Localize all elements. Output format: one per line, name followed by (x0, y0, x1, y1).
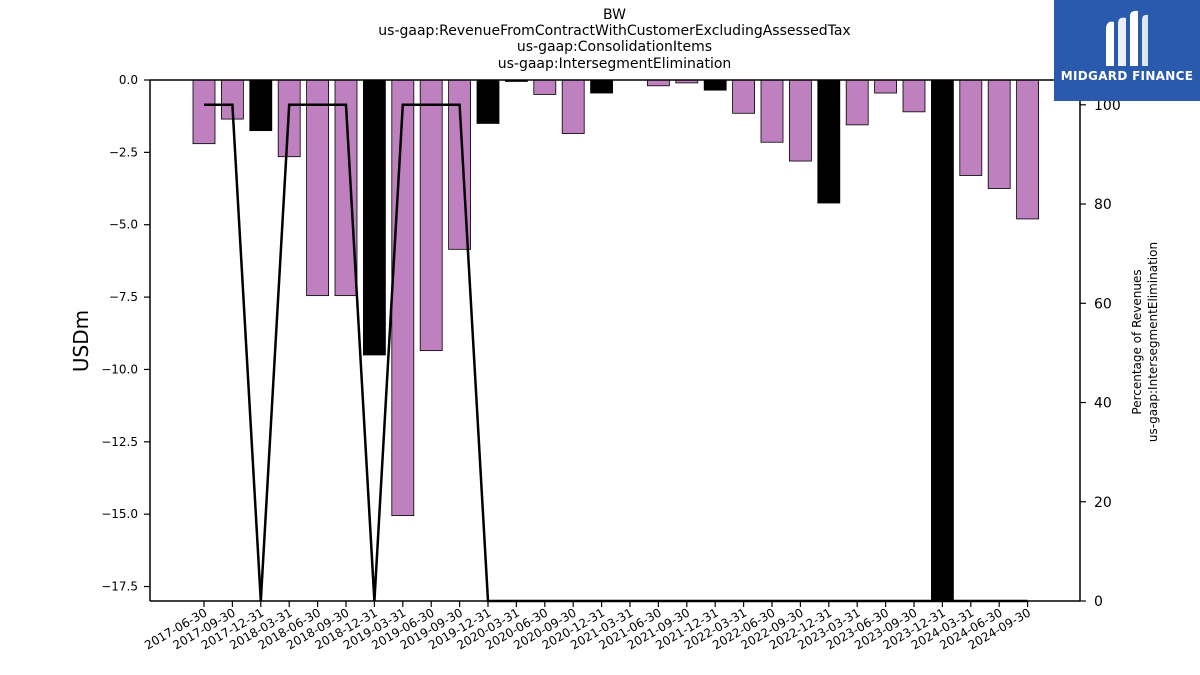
y2-tick-label: 0 (1094, 594, 1103, 610)
bar-2023-03-31 (845, 79, 869, 126)
bar-2017-06-30 (192, 79, 216, 145)
bar-2020-12-31 (590, 79, 613, 94)
title-ticker: BW (603, 7, 626, 23)
bar-2021-12-31 (703, 79, 727, 91)
bar-2019-12-31 (476, 79, 500, 124)
bar-2022-12-31 (817, 79, 841, 204)
bar-2019-03-31 (391, 79, 415, 517)
y-tick-label: 0.0 (119, 73, 138, 87)
y2-tick-label: 100 (1094, 98, 1121, 114)
y2-tick-label: 40 (1094, 396, 1112, 412)
y2-tick-label: 80 (1094, 197, 1112, 213)
bar-2024-06-30 (987, 79, 1011, 189)
midgard-finance-logo: MIDGARD FINANCE (1054, 0, 1200, 101)
bar-2023-12-31 (931, 79, 954, 602)
bar-2023-09-30 (902, 79, 926, 113)
bar-2020-06-30 (533, 79, 557, 95)
bar-2018-06-30 (306, 79, 330, 297)
y-tick-label: −7.5 (109, 290, 138, 304)
y2-axis-label-line1: Percentage of Revenues (1130, 269, 1144, 414)
bar-2021-06-30 (647, 79, 670, 87)
y-tick-label: −15.0 (101, 507, 138, 521)
bar-2024-09-30 (1016, 79, 1039, 220)
y2-tick-label: 20 (1094, 495, 1112, 511)
logo-text: MIDGARD FINANCE (1060, 69, 1194, 83)
y-axis-label: USDm (69, 310, 93, 372)
bar-2023-06-30 (874, 79, 897, 94)
y-tick-label: −10.0 (101, 362, 138, 376)
midgard-logo-icon (1106, 10, 1148, 67)
bar-2020-09-30 (561, 79, 585, 134)
y2-axis-label-line2: us-gaap:IntersegmentElimination (1146, 242, 1160, 442)
title-concept: us-gaap:RevenueFromContractWithCustomerE… (378, 23, 851, 39)
y-tick-label: −5.0 (109, 218, 138, 232)
bar-2019-06-30 (419, 79, 443, 352)
bar-2024-03-31 (959, 79, 983, 176)
title-member: us-gaap:IntersegmentElimination (497, 56, 732, 72)
title-axis: us-gaap:ConsolidationItems (516, 39, 713, 55)
y-tick-label: −12.5 (101, 435, 138, 449)
bar-2022-09-30 (789, 79, 812, 162)
bar-2022-03-31 (732, 79, 755, 114)
y-tick-label: −17.5 (101, 580, 138, 594)
bar-2017-12-31 (249, 79, 273, 132)
y-tick-label: −2.5 (109, 145, 138, 159)
y2-tick-label: 60 (1094, 296, 1112, 312)
bar-2018-12-31 (362, 79, 386, 356)
bar-2022-06-30 (760, 79, 784, 143)
